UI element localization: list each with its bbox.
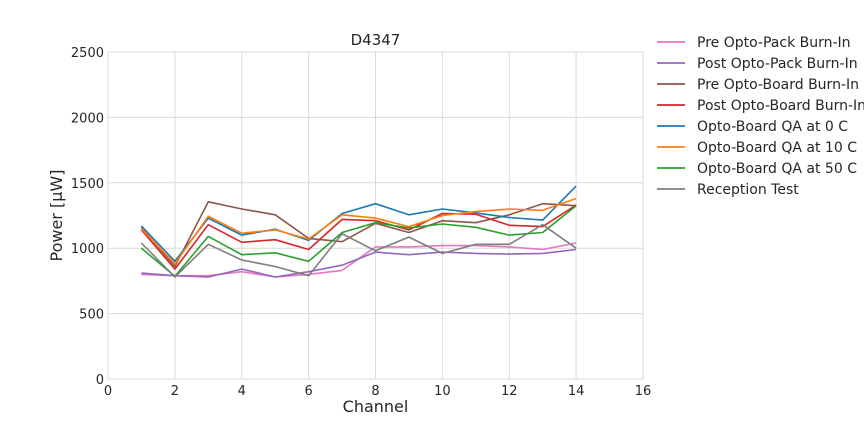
legend-label: Post Opto-Board Burn-In [697, 98, 864, 114]
legend-item: Opto-Board QA at 0 C [657, 119, 848, 135]
x-axis-title: Channel [343, 397, 409, 416]
legend-label: Post Opto-Pack Burn-In [697, 56, 858, 72]
legend-item: Pre Opto-Board Burn-In [657, 77, 859, 93]
x-tick-label: 10 [434, 384, 451, 399]
series-line-3 [140, 201, 577, 268]
legend-label: Reception Test [697, 182, 799, 198]
tick-labels: 0 2 4 6 8 10 12 14 16 0 500 1000 1500 2000 2500 [71, 46, 651, 399]
series-line-7 [140, 205, 577, 278]
legend-label: Opto-Board QA at 10 C [697, 140, 857, 156]
legend-item: Opto-Board QA at 50 C [657, 161, 857, 177]
x-tick-label: 0 [104, 384, 112, 399]
legend-item: Pre Opto-Pack Burn-In [657, 35, 851, 51]
legend-item: Opto-Board QA at 10 C [657, 140, 857, 156]
legend-label: Pre Opto-Pack Burn-In [697, 35, 851, 51]
series-line-8 [140, 223, 577, 278]
y-tick-label: 2500 [71, 46, 104, 61]
legend-label: Opto-Board QA at 50 C [697, 161, 857, 177]
x-tick-label: 12 [501, 384, 518, 399]
y-tick-label: 1500 [71, 177, 104, 192]
legend-label: Opto-Board QA at 0 C [697, 119, 848, 135]
y-tick-label: 0 [96, 373, 104, 388]
legend: Pre Opto-Pack Burn-In Post Opto-Pack Burn… [657, 35, 864, 198]
x-tick-label: 6 [304, 384, 312, 399]
x-tick-label: 2 [171, 384, 179, 399]
legend-item: Reception Test [657, 182, 799, 198]
legend-item: Post Opto-Pack Burn-In [657, 56, 858, 72]
plot-frame [107, 51, 644, 380]
y-tick-label: 1000 [71, 242, 104, 257]
series-line-6 [140, 197, 577, 265]
x-tick-label: 4 [238, 384, 246, 399]
series-line-2 [141, 248, 577, 278]
legend-item: Post Opto-Board Burn-In [657, 98, 864, 114]
series-line-5 [140, 185, 577, 263]
chart-title: D4347 [351, 31, 401, 49]
x-tick-label: 14 [568, 384, 585, 399]
y-tick-label: 2000 [71, 111, 104, 126]
x-tick-label: 8 [371, 384, 379, 399]
x-tick-label: 16 [635, 384, 652, 399]
series-line-4 [140, 204, 577, 270]
axes [107, 51, 644, 380]
y-tick-label: 500 [79, 308, 104, 323]
legend-label: Pre Opto-Board Burn-In [697, 77, 859, 93]
y-axis-title: Power [μW] [47, 170, 66, 262]
series-lines [140, 185, 577, 278]
